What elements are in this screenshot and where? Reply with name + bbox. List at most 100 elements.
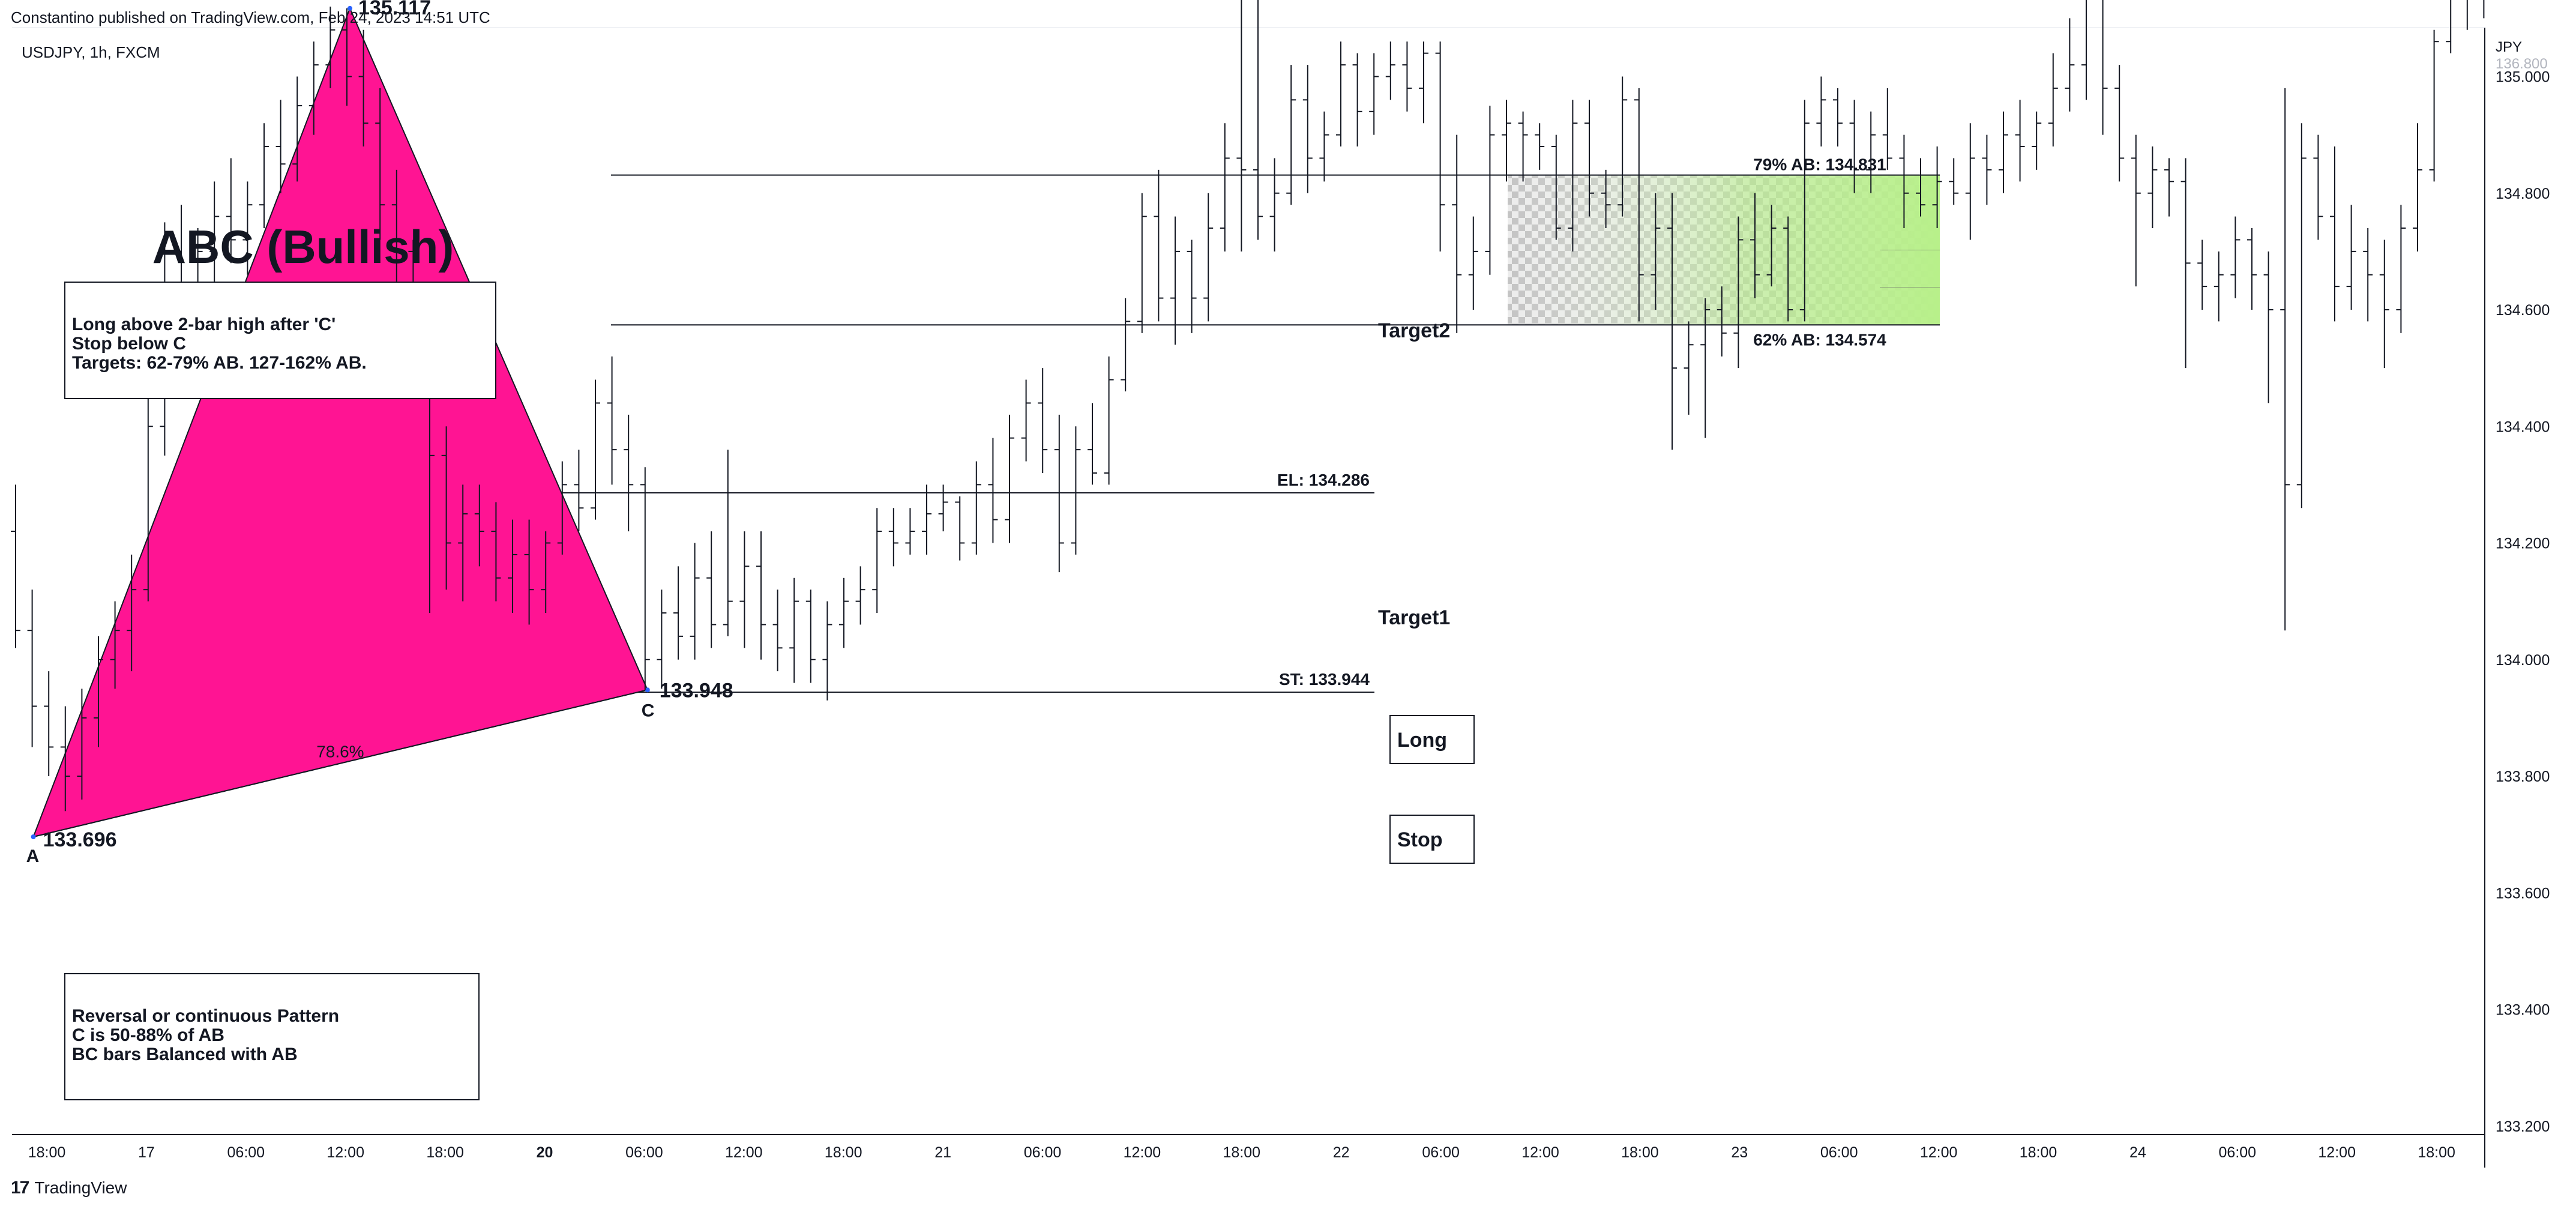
ohlc-bar <box>706 531 717 648</box>
ohlc-bar <box>60 706 70 812</box>
ohlc-bar <box>574 450 584 532</box>
time-tick-label: 12:00 <box>327 1144 364 1161</box>
ohlc-bar <box>988 438 998 543</box>
tradingview-logo-icon: 17 <box>11 1178 29 1198</box>
long-box[interactable]: Long <box>1389 715 1475 764</box>
ohlc-bar <box>524 519 534 625</box>
price-tick-label: 133.200 <box>2496 1118 2550 1135</box>
ohlc-bar <box>557 461 567 555</box>
ohlc-bar <box>2263 251 2274 403</box>
note-bottom-line: C is 50-88% of AB <box>72 1025 224 1045</box>
ohlc-bar <box>491 502 501 601</box>
ohlc-bar <box>541 531 551 614</box>
ohlc-bar <box>2313 134 2323 240</box>
note-top-frame <box>64 282 496 399</box>
ohlc-bar <box>1137 193 1147 333</box>
ohlc-bar <box>1684 321 1694 415</box>
ohlc-bar <box>922 484 931 555</box>
ohlc-bar <box>358 29 369 147</box>
ohlc-bar <box>275 100 286 193</box>
ohlc-bar <box>1319 111 1329 182</box>
ohlc-bar <box>2114 65 2125 182</box>
note-top-line: Long above 2-bar high after 'C' <box>72 315 336 334</box>
ohlc-bar <box>690 543 700 660</box>
ohlc-bar <box>1783 216 1793 322</box>
time-tick-label: 21 <box>934 1144 951 1161</box>
ohlc-bar <box>1054 414 1064 573</box>
abc-triangle <box>32 7 649 838</box>
ohlc-bar <box>1849 100 1859 193</box>
ohlc-bar <box>1551 134 1561 240</box>
note-top: Long above 2-bar high after 'C'Stop belo… <box>64 282 496 399</box>
ohlc-bar <box>2131 134 2141 287</box>
ohlc-bar <box>342 8 352 106</box>
footer-brand[interactable]: 17 TradingView <box>11 1178 127 1198</box>
ohlc-bar <box>2363 228 2373 322</box>
ohlc-bar <box>308 41 319 135</box>
ohlc-bar <box>1435 41 1445 252</box>
time-tick-label: 12:00 <box>1521 1144 1559 1161</box>
ohlc-bar <box>2346 205 2356 310</box>
price-bars <box>11 0 2485 812</box>
point-a-price: 133.696 <box>43 828 117 851</box>
time-tick-label: 06:00 <box>1422 1144 1460 1161</box>
ohlc-bar <box>391 169 402 298</box>
chart-frame: USDJPY, 1h, FXCM <box>12 27 2485 1168</box>
ohlc-bar <box>1949 158 1959 205</box>
ohlc-bar <box>657 589 667 689</box>
time-tick-label: 17 <box>138 1144 155 1161</box>
ohlc-bar <box>1402 41 1412 112</box>
ohlc-bar <box>2180 158 2191 369</box>
ohlc-bar <box>1369 53 1379 135</box>
time-tick-label: 06:00 <box>625 1144 663 1161</box>
price-tick-label: 134.400 <box>2496 418 2550 435</box>
ohlc-bar <box>1700 298 1711 438</box>
ohlc-bar <box>1236 0 1247 252</box>
pattern-title: ABC (Bullish) <box>152 220 454 273</box>
ohlc-bar <box>1104 356 1114 485</box>
currency-label: JPY <box>2496 39 2522 55</box>
ohlc-bar <box>94 636 103 747</box>
ohlc-bar <box>2164 158 2174 217</box>
ohlc-bar <box>2015 100 2025 182</box>
ohlc-bar <box>1170 216 1180 345</box>
time-tick-label: 18:00 <box>2418 1144 2455 1161</box>
note-top-line: Stop below C <box>72 334 186 354</box>
publisher-line: Constantino published on TradingView.com… <box>11 8 490 26</box>
ohlc-bar <box>839 577 849 648</box>
stop-box[interactable]: Stop <box>1389 815 1475 864</box>
level-label-79: 79% AB: 134.831 <box>1753 155 1886 174</box>
ohlc-bar <box>1833 88 1843 147</box>
time-tick-label: 23 <box>1731 1144 1748 1161</box>
ohlc-bar <box>1634 88 1644 322</box>
pivot-point <box>31 834 36 840</box>
ohlc-bar <box>1882 88 1892 170</box>
time-tick-label: 12:00 <box>725 1144 763 1161</box>
time-tick-label: 18:00 <box>28 1144 66 1161</box>
point-a-label: A <box>26 846 40 866</box>
level-lines <box>462 174 1940 693</box>
ohlc-bar <box>2213 251 2224 322</box>
ohlc-bar <box>1005 414 1014 543</box>
ohlc-bar <box>2048 53 2058 147</box>
target2-label: Target2 <box>1378 319 1450 342</box>
ohlc-bar <box>624 414 634 532</box>
price-tick-label: 134.800 <box>2496 185 2550 202</box>
stop-box-frame <box>1389 815 1475 864</box>
ohlc-bar <box>888 508 898 567</box>
ohlc-bar <box>1750 193 1760 298</box>
ohlc-bar <box>1269 158 1280 252</box>
ohlc-bar <box>259 123 269 229</box>
note-bottom-line: Reversal or continuous Pattern <box>72 1006 339 1026</box>
price-tick-label: 135.000 <box>2496 69 2550 86</box>
ohlc-bar <box>2379 240 2389 369</box>
ohlc-bar <box>1816 76 1826 147</box>
note-top-line: Targets: 62-79% AB. 127-162% AB. <box>72 353 367 373</box>
time-tick-label: 18:00 <box>1621 1144 1659 1161</box>
ohlc-bar <box>1518 111 1528 182</box>
ohlc-bar <box>2032 111 2042 170</box>
ohlc-bar <box>1220 123 1230 252</box>
ohlc-bar <box>905 508 915 555</box>
